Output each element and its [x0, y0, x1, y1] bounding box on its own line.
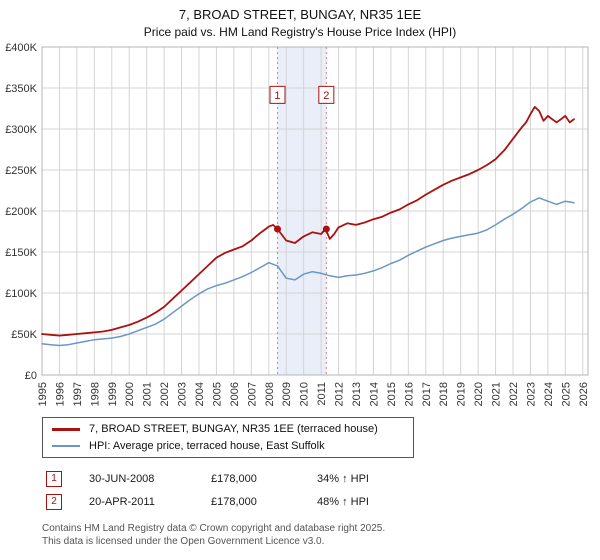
- svg-text:2000: 2000: [124, 382, 136, 406]
- transaction-row: 1 30-JUN-2008 £178,000 34% ↑ HPI: [46, 467, 600, 490]
- price-history-chart: £0 £50K £100K £150K £200K £250K £300K £350K £400…: [5, 42, 590, 406]
- transaction-price: £178,000: [211, 472, 257, 485]
- page-subtitle: Price paid vs. HM Land Registry's House …: [143, 25, 457, 39]
- transaction-marker-badge: 1: [46, 470, 62, 487]
- svg-text:2015: 2015: [386, 382, 398, 406]
- svg-text:2024: 2024: [543, 382, 555, 406]
- svg-text:1998: 1998: [89, 382, 101, 406]
- svg-text:2021: 2021: [491, 382, 503, 406]
- svg-text:1: 1: [274, 90, 280, 102]
- svg-text:2017: 2017: [421, 382, 433, 406]
- svg-text:2012: 2012: [334, 382, 346, 406]
- svg-text:2003: 2003: [177, 382, 189, 406]
- svg-text:£100K: £100K: [5, 288, 37, 300]
- svg-text:£50K: £50K: [11, 329, 37, 341]
- svg-text:2016: 2016: [403, 382, 415, 406]
- svg-text:£150K: £150K: [5, 247, 37, 259]
- chart-legend: 7, BROAD STREET, BUNGAY, NR35 1EE (terra…: [42, 417, 414, 458]
- svg-text:2013: 2013: [351, 382, 363, 406]
- hpi-line-swatch: [52, 445, 80, 447]
- svg-text:2025: 2025: [560, 382, 572, 406]
- svg-text:2: 2: [323, 90, 329, 102]
- legend-property-label: 7, BROAD STREET, BUNGAY, NR35 1EE (terra…: [89, 423, 378, 435]
- license-footer: Contains HM Land Registry data © Crown c…: [42, 522, 600, 548]
- sale-point-2: [322, 225, 330, 233]
- svg-text:£350K: £350K: [5, 83, 37, 95]
- transactions-list: 1 30-JUN-2008 £178,000 34% ↑ HPI 2 20-AP…: [46, 467, 600, 513]
- svg-text:1995: 1995: [37, 382, 49, 406]
- svg-text:2020: 2020: [473, 382, 485, 406]
- transaction-date: 20-APR-2011: [89, 495, 155, 508]
- svg-text:2009: 2009: [281, 382, 293, 406]
- svg-text:2001: 2001: [142, 382, 154, 406]
- sale-point-1: [273, 225, 281, 233]
- svg-text:£250K: £250K: [5, 165, 37, 177]
- svg-text:2014: 2014: [368, 382, 380, 406]
- transaction-marker-badge: 2: [46, 493, 62, 510]
- svg-text:2018: 2018: [438, 382, 450, 406]
- transaction-price: £178,000: [211, 495, 257, 508]
- svg-text:1997: 1997: [72, 382, 84, 406]
- page-title: 7, BROAD STREET, BUNGAY, NR35 1EE: [178, 7, 422, 22]
- footer-line-1: Contains HM Land Registry data © Crown c…: [42, 523, 386, 534]
- svg-text:£200K: £200K: [5, 206, 37, 218]
- legend-hpi-label: HPI: Average price, terraced house, East…: [89, 440, 325, 452]
- svg-text:2019: 2019: [456, 382, 468, 406]
- transaction-date: 30-JUN-2008: [89, 472, 155, 485]
- transaction-hpi-delta: 48% ↑ HPI: [317, 495, 369, 508]
- footer-line-2: This data is licensed under the Open Gov…: [42, 536, 325, 547]
- legend-item-hpi: HPI: Average price, terraced house, East…: [52, 440, 404, 452]
- sale-marker-box-1: [269, 85, 286, 104]
- transaction-row: 2 20-APR-2011 £178,000 48% ↑ HPI: [46, 490, 600, 513]
- svg-text:£300K: £300K: [5, 124, 37, 136]
- svg-text:2007: 2007: [246, 382, 258, 406]
- svg-text:2002: 2002: [159, 382, 171, 406]
- transaction-hpi-delta: 34% ↑ HPI: [317, 472, 369, 485]
- svg-text:£0: £0: [25, 370, 37, 382]
- svg-text:2005: 2005: [211, 382, 223, 406]
- svg-text:2022: 2022: [508, 382, 520, 406]
- property-line-swatch: [52, 427, 80, 431]
- legend-item-property: 7, BROAD STREET, BUNGAY, NR35 1EE (terra…: [52, 423, 404, 435]
- svg-text:2008: 2008: [264, 382, 276, 406]
- sale-marker-box-2: [318, 85, 335, 104]
- svg-text:2023: 2023: [525, 382, 537, 406]
- svg-text:1999: 1999: [107, 382, 119, 406]
- svg-text:2010: 2010: [299, 382, 311, 406]
- svg-text:2006: 2006: [229, 382, 241, 406]
- svg-text:1996: 1996: [54, 382, 66, 406]
- property-price-report: 7, BROAD STREET, BUNGAY, NR35 1EE Price …: [5, 7, 600, 548]
- svg-text:2011: 2011: [316, 382, 328, 406]
- svg-text:2026: 2026: [578, 382, 590, 406]
- svg-text:£400K: £400K: [5, 42, 37, 54]
- svg-text:2004: 2004: [194, 382, 206, 406]
